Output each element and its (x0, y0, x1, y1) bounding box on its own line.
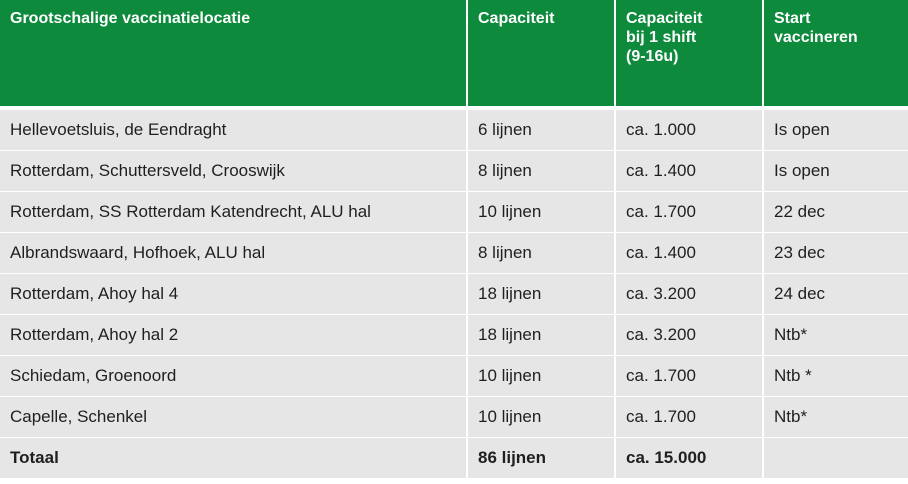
total-capacity: 86 lijnen (468, 438, 616, 478)
table-row: Rotterdam, Ahoy hal 2 18 lijnen ca. 3.20… (0, 315, 908, 356)
cell-shift-capacity: ca. 3.200 (616, 315, 764, 355)
header-capacity-line: Capaciteit (478, 10, 555, 27)
cell-location: Rotterdam, Ahoy hal 2 (0, 315, 468, 355)
header-start-line-2: vaccineren (774, 29, 858, 46)
cell-start: Is open (774, 120, 830, 139)
header-shift-capacity-line-3: (9-16u) (626, 48, 679, 65)
cell-capacity: 10 lijnen (468, 192, 616, 232)
header-location: Grootschalige vaccinatielocatie (0, 0, 468, 106)
cell-shift-capacity: ca. 1.400 (616, 233, 764, 273)
header-start-line-1: Start (774, 10, 811, 27)
table-row: Rotterdam, SS Rotterdam Katendrecht, ALU… (0, 192, 908, 233)
cell-capacity: 10 lijnen (468, 356, 616, 396)
total-label: Totaal (0, 438, 468, 478)
total-start (764, 438, 908, 478)
header-shift-capacity: Capaciteit bij 1 shift (9-16u) (616, 0, 764, 106)
cell-start: 23 dec (774, 243, 826, 262)
cell-capacity: 10 lijnen (468, 397, 616, 437)
cell-location: Capelle, Schenkel (0, 397, 468, 437)
cell-start: Ntb* (774, 325, 808, 344)
cell-start: 24 dec (774, 284, 826, 303)
cell-capacity: 18 lijnen (468, 315, 616, 355)
total-shift-capacity: ca. 15.000 (616, 438, 764, 478)
cell-capacity: 18 lijnen (468, 274, 616, 314)
table-row: Capelle, Schenkel 10 lijnen ca. 1.700 Nt… (0, 397, 908, 438)
header-capacity: Capaciteit (468, 0, 616, 106)
table-row: Rotterdam, Schuttersveld, Crooswijk 8 li… (0, 151, 908, 192)
cell-shift-capacity: ca. 3.200 (616, 274, 764, 314)
cell-capacity: 8 lijnen (468, 151, 616, 191)
cell-location: Rotterdam, Ahoy hal 4 (0, 274, 468, 314)
cell-start: Is open (774, 161, 830, 180)
table-total-row: Totaal 86 lijnen ca. 15.000 (0, 438, 908, 478)
cell-start: Ntb* (774, 407, 808, 426)
table-row: Albrandswaard, Hofhoek, ALU hal 8 lijnen… (0, 233, 908, 274)
cell-shift-capacity: ca. 1.700 (616, 192, 764, 232)
cell-start: Ntb * (774, 366, 812, 385)
header-shift-capacity-line-1: Capaciteit (626, 10, 703, 27)
cell-start: 22 dec (774, 202, 826, 221)
header-start: Start vaccineren (764, 0, 908, 106)
table-row: Schiedam, Groenoord 10 lijnen ca. 1.700 … (0, 356, 908, 397)
cell-location: Albrandswaard, Hofhoek, ALU hal (0, 233, 468, 273)
table-row: Hellevoetsluis, de Eendraght 6 lijnen ca… (0, 110, 908, 151)
cell-location: Hellevoetsluis, de Eendraght (0, 110, 468, 150)
cell-shift-capacity: ca. 1.000 (616, 110, 764, 150)
cell-capacity: 6 lijnen (468, 110, 616, 150)
cell-shift-capacity: ca. 1.400 (616, 151, 764, 191)
cell-location: Schiedam, Groenoord (0, 356, 468, 396)
cell-location: Rotterdam, SS Rotterdam Katendrecht, ALU… (0, 192, 468, 232)
cell-location: Rotterdam, Schuttersveld, Crooswijk (0, 151, 468, 191)
header-shift-capacity-line-2: bij 1 shift (626, 29, 697, 46)
cell-shift-capacity: ca. 1.700 (616, 397, 764, 437)
table-row: Rotterdam, Ahoy hal 4 18 lijnen ca. 3.20… (0, 274, 908, 315)
table-header-row: Grootschalige vaccinatielocatie Capacite… (0, 0, 908, 110)
header-location-line: Grootschalige vaccinatielocatie (10, 10, 251, 27)
cell-shift-capacity: ca. 1.700 (616, 356, 764, 396)
cell-capacity: 8 lijnen (468, 233, 616, 273)
